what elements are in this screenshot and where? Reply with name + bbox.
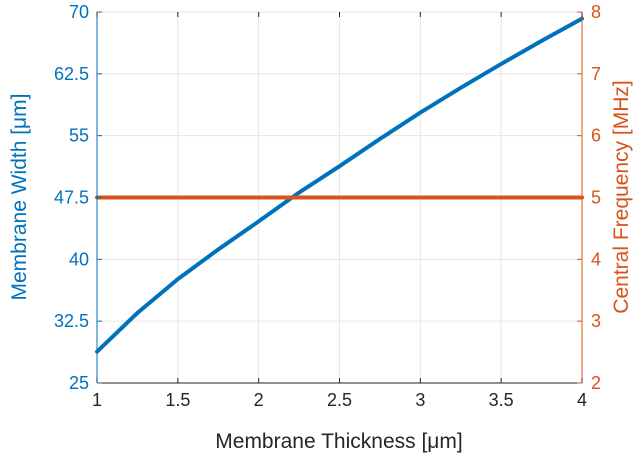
x-tick-label: 3 — [415, 390, 425, 410]
y-left-tick-label: 32.5 — [54, 311, 89, 331]
series-layer — [95, 16, 584, 354]
y-left-tick-label: 47.5 — [54, 188, 89, 208]
y-right-tick-label: 5 — [591, 188, 601, 208]
y-right-axis-title: Central Frequency [MHz] — [610, 80, 633, 313]
y-right-tick-label: 2 — [591, 373, 601, 393]
y-right-tick-label: 7 — [591, 64, 601, 84]
y-left-tick-label: 55 — [69, 126, 89, 146]
y-left-tick-label: 62.5 — [54, 64, 89, 84]
y-left-tick-label: 70 — [69, 2, 89, 22]
y-right-tick-label: 6 — [591, 126, 601, 146]
x-tick-label: 3.5 — [489, 390, 514, 410]
series-line-left — [95, 16, 584, 354]
tick-labels: 1 1.5 2 2.5 3 3.5 4 25 32.5 40 47.5 55 62.5 70 2 3 4 5 6 7 8 — [54, 2, 601, 410]
x-tick-label: 2.5 — [327, 390, 352, 410]
x-tick-label: 4 — [577, 390, 587, 410]
axes — [96, 11, 583, 384]
x-tick-label: 2 — [254, 390, 264, 410]
y-left-tick-label: 40 — [69, 249, 89, 269]
x-axis-title: Membrane Thickness [μm] — [215, 430, 462, 453]
x-tick-label: 1.5 — [165, 390, 190, 410]
x-tick-label: 1 — [92, 390, 102, 410]
y-left-axis-title: Membrane Width [μm] — [8, 94, 31, 301]
y-right-tick-label: 4 — [591, 249, 601, 269]
y-right-tick-label: 3 — [591, 311, 601, 331]
y-left-tick-label: 25 — [69, 373, 89, 393]
y-right-tick-label: 8 — [591, 2, 601, 22]
